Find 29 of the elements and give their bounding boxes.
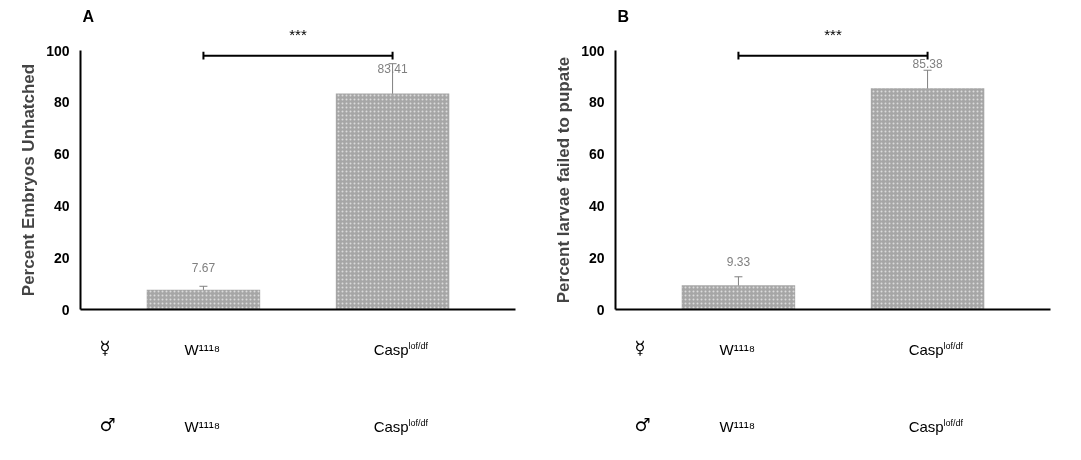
text: *** <box>824 26 842 44</box>
chart-title: A <box>82 8 95 26</box>
y-tick-label: 60 <box>53 146 70 163</box>
x-tick-label: W¹¹¹⁸ <box>184 340 221 358</box>
text: ♂ <box>99 413 116 435</box>
y-tick-label: 40 <box>588 197 605 214</box>
data-label: 9.33 <box>726 255 751 270</box>
category-label: W¹¹¹⁸ <box>719 417 756 435</box>
text: ♂ <box>634 413 651 435</box>
y-tick-label: 80 <box>588 94 605 111</box>
text: ☿ <box>99 336 111 358</box>
y-tick-label: 60 <box>588 146 605 163</box>
x-tick-label: W¹¹¹⁸ <box>719 340 756 358</box>
y-tick-label: 80 <box>53 94 70 111</box>
category-label: W¹¹¹⁸ <box>184 417 221 435</box>
chart-title: B <box>617 8 630 26</box>
y-tick-label: 0 <box>61 301 70 318</box>
y-tick-label: 100 <box>581 42 605 59</box>
data-label: 85.38 <box>912 57 943 72</box>
data-label: 7.67 <box>191 261 216 276</box>
text: *** <box>289 26 307 44</box>
y-axis-title: Percent Embryos Unhatched <box>19 63 39 297</box>
y-tick-label: 100 <box>46 42 70 59</box>
text: ☿ <box>634 336 646 358</box>
y-tick-label: 20 <box>588 249 605 266</box>
y-tick-label: 20 <box>53 249 70 266</box>
y-axis-title: Percent larvae failed to pupate <box>554 56 574 304</box>
y-tick-label: 0 <box>596 301 605 318</box>
y-tick-label: 40 <box>53 197 70 214</box>
